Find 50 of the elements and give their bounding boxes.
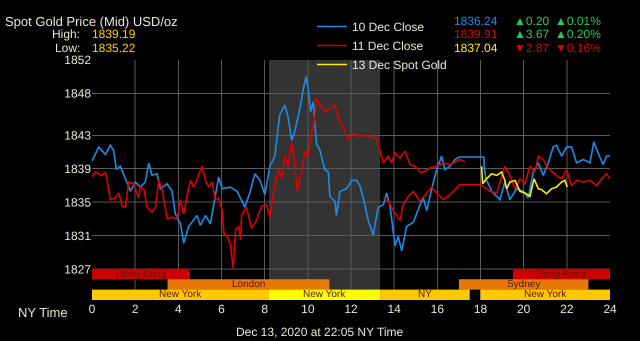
line-series [92,76,610,252]
x-tick-label: 24 [603,302,617,316]
band-label: London [232,279,266,290]
legend-label: 11 Dec Close [352,39,424,54]
y-tick-label: 1839 [64,162,92,176]
line-series [382,155,610,222]
x-tick-label: 20 [516,302,531,316]
text: Dec 13, 2020 at 22:05 NY Time [236,325,404,339]
text: 1839.91 [454,27,498,41]
x-tick-label: 10 [301,302,315,316]
band-label: NY [418,289,432,300]
band-label: Hong Kong [116,269,166,280]
legend-label: 10 Dec Close [352,20,424,34]
band-label: New York [159,289,202,300]
x-tick-label: 16 [430,302,444,316]
text: ▲0.20 [514,14,550,28]
line-series [480,165,568,198]
text: ▼2.87 [514,41,550,55]
band-label: Hong Kong [536,269,586,280]
x-tick-label: 0 [88,302,96,316]
chart-title: Spot Gold Price (Mid) USD/oz [5,14,178,29]
text: Low: [55,41,80,55]
x-tick-label: 18 [474,302,488,316]
x-tick-label: 12 [344,302,358,316]
x-axis-title: NY Time [18,305,68,320]
text: ▲0.20% [555,27,602,41]
y-tick-label: 1827 [64,262,92,276]
y-tick-label: 1852 [64,53,92,68]
text: 1837.04 [454,41,498,55]
x-tick-label: 22 [560,302,574,316]
line-series [92,98,466,270]
x-tick-label: 8 [261,302,268,316]
y-tick-label: 1848 [64,86,92,101]
band-label: New York [303,289,346,300]
band-label: New York [524,289,568,300]
text: ▲0.01% [555,14,602,28]
text: High: [52,27,80,41]
x-tick-label: 4 [174,302,182,316]
y-tick-label: 1843 [64,128,92,142]
text: ▲3.67 [514,27,550,41]
text: 1835.22 [92,41,136,55]
x-tick-label: 14 [387,302,402,316]
text: ▼0.16% [555,41,602,55]
x-tick-label: 6 [218,302,226,316]
y-tick-label: 1835 [64,195,92,210]
text: 1836.24 [454,14,498,28]
y-tick-label: 1831 [64,228,92,243]
band-label: Sydney [507,279,540,290]
x-tick-label: 2 [132,302,139,316]
legend-label: 13 Dec Spot Gold [352,58,447,72]
